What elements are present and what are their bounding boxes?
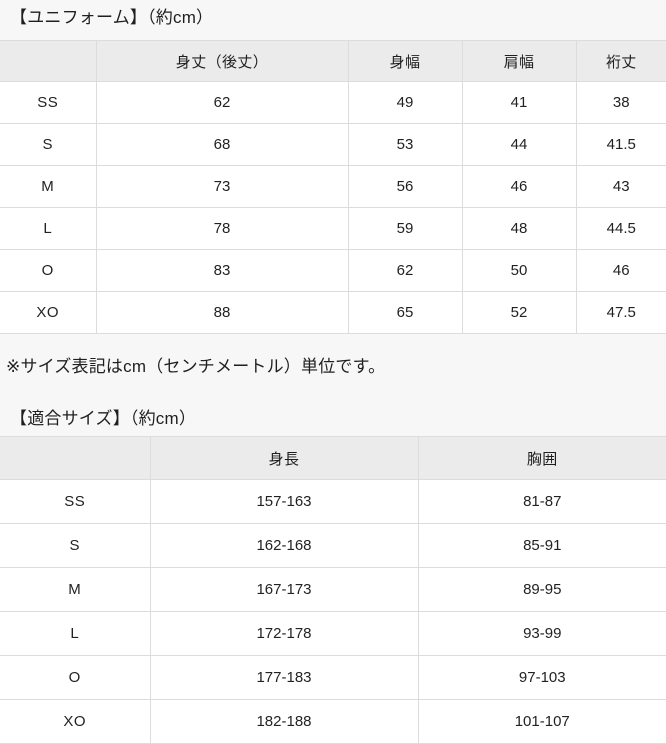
table-row: M 73 56 46 43 <box>0 165 666 208</box>
cell-body-width: 49 <box>348 81 463 124</box>
table-row: SS 157-163 81-87 <box>0 479 666 524</box>
table-row: XO 182-188 101-107 <box>0 699 666 744</box>
table-row: M 167-173 89-95 <box>0 567 666 612</box>
cell-size: SS <box>0 479 151 524</box>
cell-body-width: 62 <box>348 249 463 292</box>
cell-size: XO <box>0 291 97 334</box>
table-row: XO 88 65 52 47.5 <box>0 291 666 334</box>
cell-chest: 101-107 <box>418 699 666 744</box>
column-header-height: 身長 <box>150 436 419 480</box>
cell-height: 177-183 <box>150 655 419 700</box>
cell-sleeve-length: 47.5 <box>576 291 666 334</box>
cell-shoulder-width: 41 <box>462 81 577 124</box>
cell-body-length: 68 <box>96 123 349 166</box>
cell-body-length: 78 <box>96 207 349 250</box>
column-header-size <box>0 40 97 82</box>
fit-table-body: SS 157-163 81-87 S 162-168 85-91 M 167-1… <box>0 479 666 744</box>
cell-size: O <box>0 249 97 292</box>
fit-table-header: 身長 胸囲 <box>0 436 666 480</box>
table-header-row: 身長 胸囲 <box>0 436 666 480</box>
cell-body-length: 83 <box>96 249 349 292</box>
cell-height: 162-168 <box>150 523 419 568</box>
cell-size: L <box>0 207 97 250</box>
cell-chest: 97-103 <box>418 655 666 700</box>
cell-height: 172-178 <box>150 611 419 656</box>
cell-body-width: 53 <box>348 123 463 166</box>
cell-size: S <box>0 123 97 166</box>
table-row: O 177-183 97-103 <box>0 655 666 700</box>
cell-sleeve-length: 43 <box>576 165 666 208</box>
uniform-size-table: 身丈（後丈） 身幅 肩幅 裄丈 SS 62 49 41 38 S 68 53 4… <box>0 40 666 334</box>
uniform-table-header: 身丈（後丈） 身幅 肩幅 裄丈 <box>0 40 666 82</box>
uniform-table-body: SS 62 49 41 38 S 68 53 44 41.5 M 73 56 4… <box>0 81 666 334</box>
cell-shoulder-width: 44 <box>462 123 577 166</box>
cell-size: S <box>0 523 151 568</box>
cell-body-width: 56 <box>348 165 463 208</box>
fit-section-heading: 【適合サイズ】（約cm） <box>10 409 197 428</box>
table-row: L 78 59 48 44.5 <box>0 207 666 250</box>
table-row: O 83 62 50 46 <box>0 249 666 292</box>
column-header-body-width: 身幅 <box>348 40 463 82</box>
table-header-row: 身丈（後丈） 身幅 肩幅 裄丈 <box>0 40 666 82</box>
cell-chest: 81-87 <box>418 479 666 524</box>
cell-size: M <box>0 165 97 208</box>
cell-sleeve-length: 41.5 <box>576 123 666 166</box>
cell-shoulder-width: 48 <box>462 207 577 250</box>
column-header-size <box>0 436 151 480</box>
cell-size: M <box>0 567 151 612</box>
unit-note-text: ※サイズ表記はcm（センチメートル）単位です。 <box>6 357 386 376</box>
size-chart-page: 【ユニフォーム】（約cm） 身丈（後丈） 身幅 肩幅 裄丈 SS 62 49 4… <box>0 8 666 744</box>
cell-shoulder-width: 46 <box>462 165 577 208</box>
cell-size: XO <box>0 699 151 744</box>
cell-height: 167-173 <box>150 567 419 612</box>
column-header-shoulder-width: 肩幅 <box>462 40 577 82</box>
cell-chest: 89-95 <box>418 567 666 612</box>
column-header-sleeve-length: 裄丈 <box>576 40 666 82</box>
uniform-section-heading: 【ユニフォーム】（約cm） <box>10 8 214 27</box>
cell-height: 182-188 <box>150 699 419 744</box>
cell-shoulder-width: 52 <box>462 291 577 334</box>
column-header-chest: 胸囲 <box>418 436 666 480</box>
table-row: S 68 53 44 41.5 <box>0 123 666 166</box>
cell-chest: 93-99 <box>418 611 666 656</box>
table-row: SS 62 49 41 38 <box>0 81 666 124</box>
cell-shoulder-width: 50 <box>462 249 577 292</box>
fit-size-table: 身長 胸囲 SS 157-163 81-87 S 162-168 85-91 M… <box>0 436 666 744</box>
column-header-body-length: 身丈（後丈） <box>96 40 349 82</box>
cell-body-length: 88 <box>96 291 349 334</box>
cell-sleeve-length: 46 <box>576 249 666 292</box>
table-row: S 162-168 85-91 <box>0 523 666 568</box>
cell-size: SS <box>0 81 97 124</box>
cell-body-width: 59 <box>348 207 463 250</box>
cell-height: 157-163 <box>150 479 419 524</box>
cell-body-length: 73 <box>96 165 349 208</box>
cell-body-length: 62 <box>96 81 349 124</box>
cell-body-width: 65 <box>348 291 463 334</box>
cell-sleeve-length: 44.5 <box>576 207 666 250</box>
cell-size: O <box>0 655 151 700</box>
cell-chest: 85-91 <box>418 523 666 568</box>
cell-sleeve-length: 38 <box>576 81 666 124</box>
table-row: L 172-178 93-99 <box>0 611 666 656</box>
cell-size: L <box>0 611 151 656</box>
